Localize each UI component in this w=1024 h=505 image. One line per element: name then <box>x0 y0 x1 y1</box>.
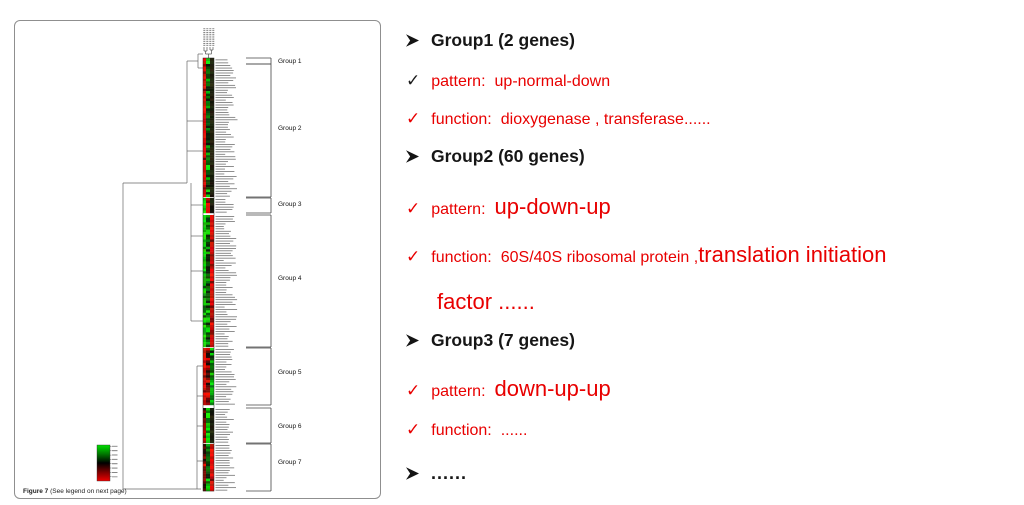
note-label: function: <box>431 249 492 266</box>
check-icon: ✓ <box>406 420 421 439</box>
note-value: factor ...... <box>437 289 535 314</box>
arrow-bullet-icon <box>406 150 419 163</box>
check-icon: ✓ <box>406 381 421 400</box>
arrow-bullet-icon <box>406 34 419 47</box>
arrow-bullet-icon <box>406 467 419 480</box>
check-icon: ✓ <box>406 247 421 266</box>
check-icon: ✓ <box>406 71 421 90</box>
note-label: function: <box>431 422 492 439</box>
note-value: 60S/40S ribosomal protein , <box>500 249 699 266</box>
group-brackets: Group 1 Group 2 Group 3 Group 4 Group 5 Group… <box>246 57 302 492</box>
group-label: Group 2 <box>278 125 302 132</box>
figure-caption: Figure 7 (See legend on next page) <box>23 488 127 495</box>
group-label: Group 6 <box>278 423 302 430</box>
note-label: pattern: <box>431 383 486 400</box>
note-label: function: <box>431 111 492 128</box>
arrow-bullet-icon <box>406 334 419 347</box>
legend-colorbar <box>96 444 118 482</box>
group-heading-line: ...... <box>406 463 467 484</box>
group-label: Group 5 <box>278 369 302 376</box>
heatmap-dendrogram-figure: Group 1 Group 2 Group 3 Group 4 Group 5 Group… <box>96 28 302 492</box>
note-value: dioxygenase , transferase...... <box>500 111 711 128</box>
group-heading-text: Group1 (2 genes) <box>431 30 575 50</box>
note-value: translation initiation <box>698 242 887 267</box>
note-value: up-down-up <box>494 194 611 219</box>
group-heading-text: Group3 (7 genes) <box>431 330 575 350</box>
group-label: Group 3 <box>278 201 302 208</box>
note-label: pattern: <box>431 201 486 218</box>
note-line: ✓ function: ...... <box>406 421 527 440</box>
note-line: factor ...... <box>437 289 535 315</box>
group-label: Group 7 <box>278 459 302 466</box>
column-header-labels <box>203 28 215 58</box>
note-line: ✓ pattern: down-up-up <box>406 376 611 402</box>
figure-caption-number: Figure 7 <box>23 488 49 495</box>
group-heading-text: ...... <box>431 463 468 483</box>
group-label: Group 1 <box>278 58 302 65</box>
group-heading-line: Group2 (60 genes) <box>406 146 585 167</box>
figure-panel: Group 1 Group 2 Group 3 Group 4 Group 5 Group… <box>14 20 381 499</box>
note-line: ✓ pattern: up-down-up <box>406 194 611 220</box>
note-label: pattern: <box>431 73 486 90</box>
note-line: ✓ pattern: up-normal-down <box>406 72 610 91</box>
row-dendrogram <box>122 53 203 490</box>
gene-labels <box>215 59 238 491</box>
note-line: ✓ function: 60S/40S ribosomal protein , t… <box>406 242 887 268</box>
notes-panel: Group1 (2 genes) ✓ pattern: up-normal-down… <box>400 0 1024 505</box>
heatmap-strip <box>202 57 215 492</box>
note-line: ✓ function: dioxygenase , transferase....… <box>406 110 711 129</box>
group-heading-line: Group1 (2 genes) <box>406 30 575 51</box>
note-value: up-normal-down <box>494 73 611 90</box>
note-value: ...... <box>500 422 528 439</box>
group-label: Group 4 <box>278 275 302 282</box>
group-heading-line: Group3 (7 genes) <box>406 330 575 351</box>
check-icon: ✓ <box>406 109 421 128</box>
figure-caption-text: (See legend on next page) <box>48 488 127 495</box>
note-value: down-up-up <box>494 376 611 401</box>
group-heading-text: Group2 (60 genes) <box>431 146 585 166</box>
check-icon: ✓ <box>406 199 421 218</box>
